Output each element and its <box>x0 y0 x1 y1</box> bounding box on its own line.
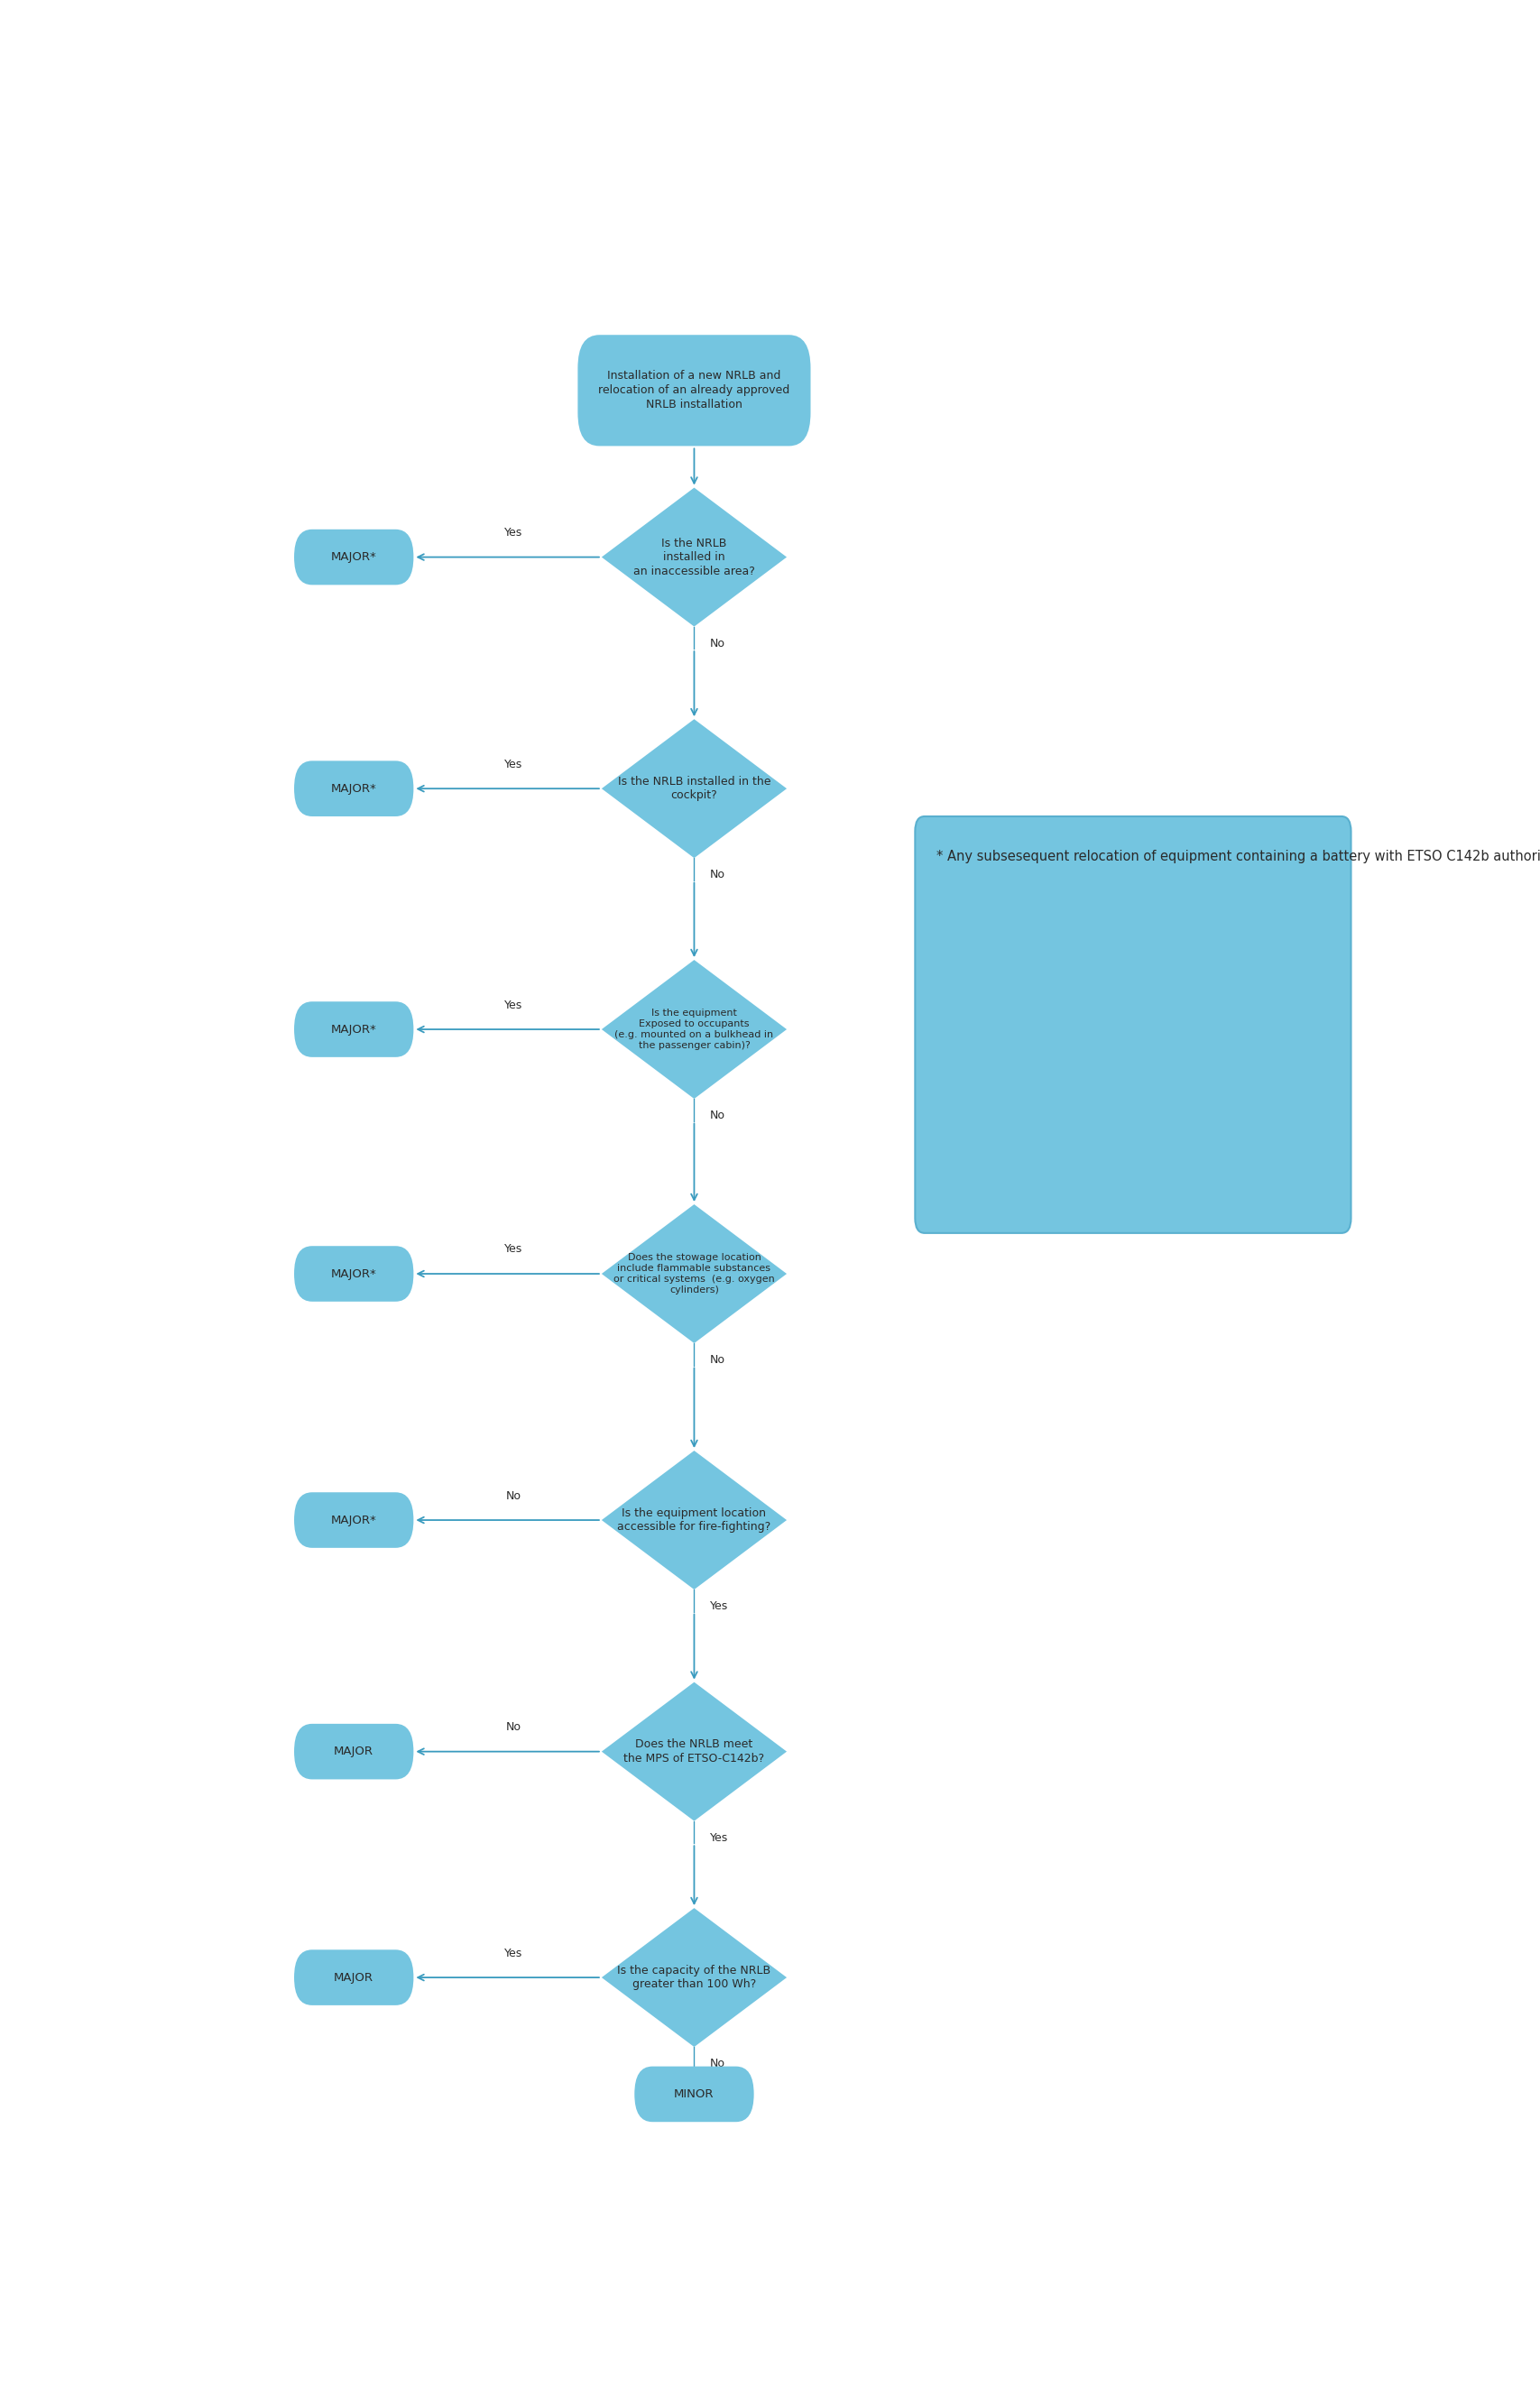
Text: Yes: Yes <box>710 1602 727 1611</box>
Text: Is the capacity of the NRLB
greater than 100 Wh?: Is the capacity of the NRLB greater than… <box>618 1965 770 1991</box>
Text: Yes: Yes <box>504 758 522 770</box>
Text: Does the stowage location
include flammable substances
or critical systems  (e.g: Does the stowage location include flamma… <box>613 1253 775 1294</box>
FancyBboxPatch shape <box>294 1724 413 1780</box>
Text: No: No <box>505 1722 521 1734</box>
FancyBboxPatch shape <box>634 2066 753 2121</box>
Text: Yes: Yes <box>504 1948 522 1960</box>
Text: MAJOR*: MAJOR* <box>331 1025 376 1034</box>
Polygon shape <box>601 1450 787 1590</box>
FancyBboxPatch shape <box>294 1491 413 1549</box>
Text: Is the equipment location
accessible for fire-fighting?: Is the equipment location accessible for… <box>618 1508 770 1532</box>
Text: * Any subsesequent relocation of equipment containing a battery with ETSO C142b : * Any subsesequent relocation of equipme… <box>936 849 1540 863</box>
Polygon shape <box>601 1681 787 1821</box>
Text: Yes: Yes <box>710 1833 727 1845</box>
Text: MAJOR*: MAJOR* <box>331 1267 376 1279</box>
Text: MAJOR*: MAJOR* <box>331 551 376 563</box>
Text: No: No <box>505 1489 521 1501</box>
FancyBboxPatch shape <box>294 1950 413 2006</box>
FancyBboxPatch shape <box>294 760 413 815</box>
FancyBboxPatch shape <box>578 334 810 445</box>
Text: No: No <box>710 637 725 649</box>
FancyBboxPatch shape <box>915 815 1351 1234</box>
Text: MAJOR*: MAJOR* <box>331 782 376 794</box>
FancyBboxPatch shape <box>294 1246 413 1301</box>
Text: Is the NRLB installed in the
cockpit?: Is the NRLB installed in the cockpit? <box>618 777 770 801</box>
FancyBboxPatch shape <box>294 1000 413 1058</box>
Text: No: No <box>710 868 725 880</box>
Text: Does the NRLB meet
the MPS of ETSO-C142b?: Does the NRLB meet the MPS of ETSO-C142b… <box>624 1739 764 1765</box>
Text: Installation of a new NRLB and
relocation of an already approved
NRLB installati: Installation of a new NRLB and relocatio… <box>598 370 790 411</box>
Text: MAJOR: MAJOR <box>334 1972 374 1984</box>
Polygon shape <box>601 1907 787 2047</box>
Text: MAJOR: MAJOR <box>334 1746 374 1758</box>
Polygon shape <box>601 488 787 628</box>
Text: No: No <box>710 1109 725 1121</box>
Text: No: No <box>710 1354 725 1366</box>
Polygon shape <box>601 1205 787 1344</box>
FancyBboxPatch shape <box>294 529 413 584</box>
Text: Yes: Yes <box>504 527 522 539</box>
Text: Yes: Yes <box>504 1243 522 1255</box>
Polygon shape <box>601 719 787 859</box>
Text: Is the equipment
Exposed to occupants
(e.g. mounted on a bulkhead in
the passeng: Is the equipment Exposed to occupants (e… <box>614 1008 773 1051</box>
Text: Is the NRLB
installed in
an inaccessible area?: Is the NRLB installed in an inaccessible… <box>633 536 755 577</box>
Text: No: No <box>710 2059 725 2071</box>
Polygon shape <box>601 960 787 1099</box>
Text: MINOR: MINOR <box>673 2088 715 2100</box>
Text: Yes: Yes <box>504 998 522 1010</box>
Text: MAJOR*: MAJOR* <box>331 1515 376 1525</box>
